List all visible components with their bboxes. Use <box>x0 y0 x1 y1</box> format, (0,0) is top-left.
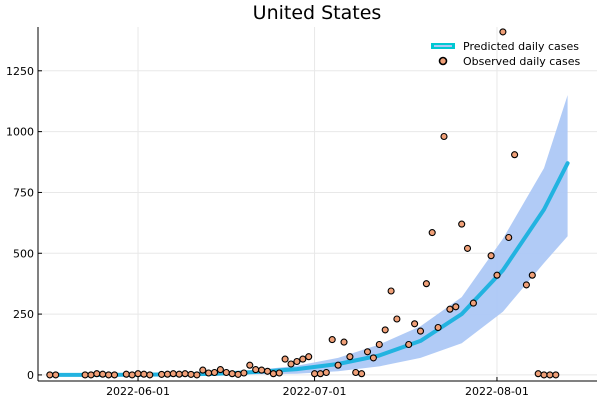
observed-point <box>405 340 413 349</box>
observed-point <box>305 353 313 361</box>
observed-point <box>46 371 54 379</box>
observed-point <box>499 28 507 36</box>
observed-point <box>452 303 460 311</box>
observed-point <box>258 366 266 374</box>
observed-point <box>363 348 372 356</box>
observed-point <box>210 368 219 377</box>
legend-label-observed: Observed daily cases <box>463 55 581 68</box>
x-tick-label: 2022-07-01 <box>283 385 347 398</box>
observed-point <box>316 370 324 378</box>
y-tick-label: 1000 <box>6 126 34 139</box>
y-tick-label: 250 <box>13 308 34 321</box>
observed-point <box>87 371 95 379</box>
observed-point <box>334 361 342 369</box>
observed-point <box>216 366 224 374</box>
observed-point <box>552 371 560 379</box>
y-tick-label: 500 <box>13 247 34 260</box>
observed-point <box>275 369 283 377</box>
chart-title: United States <box>253 2 382 24</box>
observed-point <box>99 370 107 378</box>
observed-point <box>528 271 536 279</box>
observed-point <box>128 371 136 379</box>
observed-point <box>246 361 254 369</box>
observed-point <box>428 229 436 237</box>
observed-point <box>505 233 513 242</box>
x-tick-label: 2022-06-01 <box>106 385 170 398</box>
y-tick-label: 1250 <box>6 65 34 78</box>
observed-point <box>358 370 366 378</box>
observed-point <box>93 370 101 378</box>
legend-label-predicted: Predicted daily cases <box>463 40 579 53</box>
observed-point <box>163 370 172 378</box>
y-axis-ticks: 0 250 500 750 1000 1250 <box>6 65 42 382</box>
observed-point <box>446 305 454 313</box>
observed-point <box>440 132 448 141</box>
observed-point <box>422 280 430 288</box>
observed-point <box>175 370 183 378</box>
observed-point <box>352 368 360 377</box>
observed-point <box>169 370 177 378</box>
x-axis-ticks: 2022-06-01 2022-07-01 2022-08-01 <box>106 377 529 398</box>
observed-point <box>469 299 477 307</box>
observed-point <box>463 244 472 252</box>
prediction-band <box>49 95 568 375</box>
observed-point <box>52 371 60 379</box>
observed-point <box>511 151 519 159</box>
observed-point <box>346 353 354 361</box>
observed-point <box>381 326 389 334</box>
observed-point <box>158 370 166 378</box>
observed-point <box>269 370 277 378</box>
y-tick-label: 750 <box>13 186 34 199</box>
observed-point <box>340 338 348 346</box>
observed-point <box>540 371 548 379</box>
observed-point <box>375 340 383 349</box>
observed-point <box>193 371 201 379</box>
observed-point <box>287 360 295 368</box>
x-tick-label: 2022-08-01 <box>465 385 529 398</box>
observed-point <box>181 370 189 378</box>
observed-point <box>522 281 530 289</box>
observed-point <box>493 271 501 279</box>
observed-point <box>369 354 377 362</box>
observed-point <box>140 370 148 378</box>
observed-point <box>281 355 289 363</box>
observed-point <box>205 369 213 377</box>
y-tick-label: 0 <box>27 369 34 382</box>
observed-point <box>411 320 419 328</box>
observed-point <box>311 370 319 378</box>
observed-point <box>487 252 495 260</box>
legend: Predicted daily cases Observed daily case… <box>431 40 581 68</box>
observed-points-layer <box>46 28 560 379</box>
observed-point <box>228 370 236 378</box>
observed-point <box>263 367 272 375</box>
observed-point <box>146 371 154 379</box>
observed-point <box>434 323 442 332</box>
observed-point <box>328 336 336 344</box>
observed-point <box>299 355 307 363</box>
axes <box>37 27 597 382</box>
observed-point <box>105 371 113 379</box>
observed-point <box>252 366 260 374</box>
observed-point <box>322 368 330 377</box>
observed-point <box>534 370 542 378</box>
observed-point <box>81 371 89 379</box>
observed-point <box>240 369 248 377</box>
observed-point <box>122 370 130 378</box>
observed-point <box>416 327 425 335</box>
observed-point <box>187 370 195 378</box>
observed-point <box>546 371 554 379</box>
observed-point <box>234 370 242 378</box>
observed-point <box>222 368 230 377</box>
observed-point <box>387 287 395 295</box>
legend-point-swatch <box>438 56 448 66</box>
observed-point <box>134 370 142 378</box>
observed-point <box>293 357 301 366</box>
observed-point <box>199 366 207 374</box>
observed-point <box>393 315 401 323</box>
grid <box>38 27 597 381</box>
observed-point <box>458 220 466 228</box>
observed-point <box>110 371 119 379</box>
prediction-band-layer <box>49 95 568 375</box>
